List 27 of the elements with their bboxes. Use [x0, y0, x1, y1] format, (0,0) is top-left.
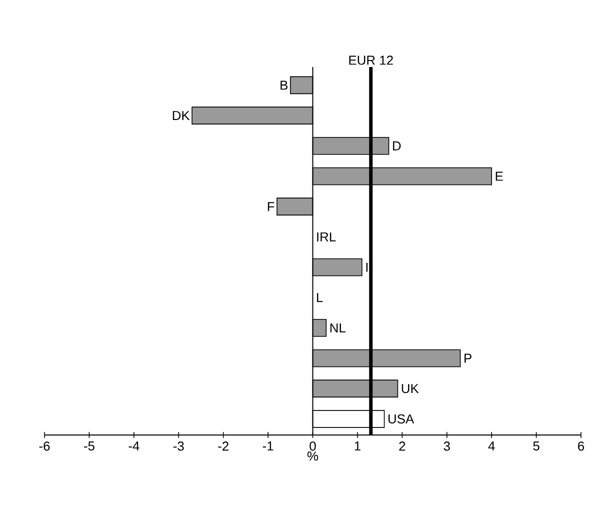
ref-line-label: EUR 12	[349, 56, 393, 65]
x-tick-label: 2	[399, 442, 406, 451]
x-tick-label: 6	[578, 442, 584, 451]
x-tick-label: -1	[262, 442, 274, 450]
x-tick-label: 5	[533, 442, 540, 451]
x-axis-title: %	[307, 452, 318, 461]
x-tick-label: 3	[444, 442, 450, 451]
y-tick-label: L	[317, 293, 323, 302]
x-tick-label: 1	[354, 442, 360, 450]
y-tick-label: UK	[402, 384, 419, 394]
x-tick-label: -6	[39, 442, 50, 451]
y-tick-label: USA	[388, 414, 414, 424]
y-tick-label: DK	[172, 111, 190, 120]
x-tick-label: -5	[84, 442, 94, 451]
x-tick-label: 0	[310, 442, 316, 451]
y-tick-label: B	[280, 80, 288, 90]
y-tick-label: F	[268, 202, 274, 212]
y-tick-label: I	[366, 262, 368, 272]
y-tick-label: IRL	[317, 232, 336, 242]
x-tick-label: -4	[128, 442, 140, 450]
y-tick-label: E	[496, 172, 503, 181]
y-tick-label: P	[464, 354, 472, 363]
x-tick-label: 4	[488, 442, 495, 450]
y-tick-label: D	[393, 141, 401, 150]
x-tick-label: -2	[218, 442, 228, 451]
y-tick-label: NL	[330, 323, 346, 332]
x-tick-label: -3	[173, 442, 184, 451]
